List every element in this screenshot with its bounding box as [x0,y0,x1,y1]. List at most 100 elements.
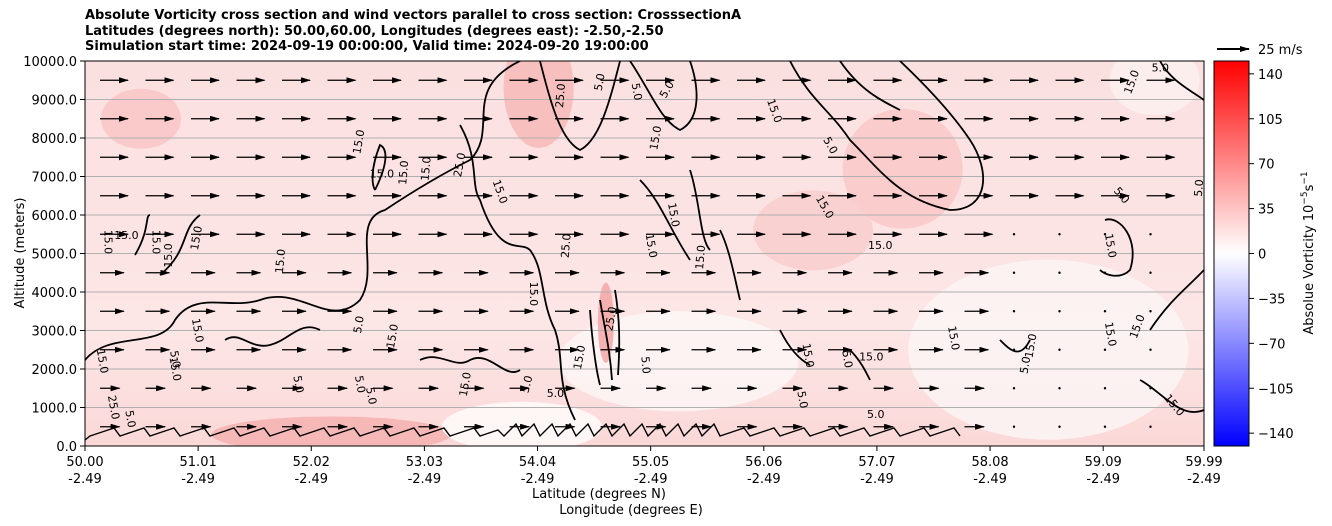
contour-label: 15.0 [167,356,184,382]
x-tick-label-lon: -2.49 [973,472,1007,487]
chart-title: Absolute Vorticity cross section and win… [85,8,741,55]
contour-line [1099,218,1134,277]
vorticity-patch [1109,61,1200,116]
wind-vector [1149,425,1152,428]
contour-label: 25.0 [559,233,574,259]
contour-label: 15.0 [693,245,708,271]
x-axis-label-longitude: Longitude (degrees E) [559,503,703,518]
x-tick-label-lat: 59.99 [1185,455,1222,470]
contour-line [371,143,387,191]
contour-label: 15.0 [868,239,893,252]
surface-contours [85,422,961,441]
wind-vector [1103,425,1107,428]
wind-vector [1103,310,1107,313]
wind-vector [1012,310,1016,313]
contour-label: 5.0 [363,386,379,405]
plot-area: 15.0 15.0 15.0 15.0 15.0 15.0 15.0 15.0 15.0 15.0… [85,61,1204,446]
y-axis-label: Altitude (meters) [13,198,28,309]
grid-lines [85,99,1204,408]
x-axis-ticks: 50.00 -2.49 51.01 -2.49 52.02 -2.49 53.03 -2.49… [66,446,1223,487]
contour-label: 15.0 [457,371,474,397]
colorbar-tick-label: −140 [1258,427,1294,442]
contour-label: 5.0 [352,375,368,394]
wind-vector [1012,387,1016,390]
contour-label: 15.0 [1102,321,1119,347]
contour-line [789,61,984,211]
vorticity-patch [842,108,963,229]
contour-label: 5.0 [638,356,652,375]
contour-label: 15.0 [1022,333,1039,359]
contour-label: 15.0 [571,344,588,370]
x-tick-label-lon: -2.49 [68,472,102,487]
contour-label: 15.0 [384,323,401,349]
y-tick-label: 10000.0 [23,55,77,70]
contour-label: 5.0 [1152,62,1170,75]
x-tick-label-lon: -2.49 [408,472,442,487]
contour-label: 15.0 [273,248,288,274]
y-tick-label: 6000.0 [32,209,78,224]
x-tick-label-lat: 57.07 [858,455,895,470]
x-tick-label-lat: 59.09 [1085,455,1122,470]
contour-line [839,61,901,111]
x-tick-label-lat: 51.01 [180,455,217,470]
contour-label: 15.0 [945,325,962,351]
wind-vector [1058,233,1061,236]
vorticity-patch [211,416,452,446]
contour-label: 25.0 [105,394,122,420]
contour-label: 15.0 [859,350,884,363]
contour-label: 15.0 [419,156,434,182]
colorbar-tick-label: 140 [1258,68,1283,83]
wind-vector [1103,387,1107,390]
contour-label: 5.0 [1017,355,1033,374]
wind-vector [1058,271,1061,274]
colorbar-tick-label: 105 [1258,113,1283,128]
vorticity-patch [503,61,574,148]
colorbar-tick-label: 35 [1258,203,1275,218]
wind-vector [1058,348,1061,351]
vorticity-patch [597,282,614,363]
x-tick-label-lat: 50.00 [66,455,103,470]
y-tick-label: 8000.0 [32,132,78,147]
contour-line [999,339,1031,353]
wind-vectors [100,77,1176,430]
contour-label: 25.0 [602,306,619,332]
contour-label: 5.0 [839,350,855,369]
quiver-key: 25 m/s [1217,43,1303,58]
contour-line [224,326,321,347]
x-tick-label-lon: -2.49 [860,472,894,487]
y-axis-ticks: 0.0 1000.0 2000.0 3000.0 4000.0 5000.0 6000.0 7… [23,55,85,455]
x-tick-label-lon: -2.49 [181,472,215,487]
y-tick-label: 2000.0 [32,363,78,378]
contour-line [1149,269,1204,331]
vorticity-patch [101,88,182,149]
contour-label: 5.0 [122,409,138,428]
contour-label: 5.0 [629,82,645,101]
contour-line [599,289,621,381]
contour-label: 15.0 [162,243,175,267]
wind-vector [1012,233,1016,236]
x-tick-label-lon: -2.49 [1086,472,1120,487]
title-line-1: Absolute Vorticity cross section and win… [85,8,742,23]
wind-vector [1012,425,1016,428]
vorticity-patch [908,259,1189,440]
title-line-3: Simulation start time: 2024-09-19 00:00:… [85,39,649,54]
contour-label: 15.0 [370,168,395,181]
x-tick-label-lat: 54.04 [519,455,556,470]
wind-vector [1149,233,1152,236]
wind-vector [1058,387,1061,390]
colorbar-tick-label: 0 [1258,248,1266,263]
wind-vector [1103,271,1107,274]
colorbar-tick-label: −70 [1258,337,1285,352]
x-tick-label-lon: -2.49 [747,472,781,487]
y-tick-label: 0.0 [56,440,77,455]
contour-line [539,61,621,152]
x-tick-label-lat: 52.02 [293,455,330,470]
contour-line [1139,379,1204,413]
contour-label: 5.0 [167,350,183,369]
contour-line [629,61,698,132]
contour-label: 25.0 [553,83,568,109]
x-tick-label-lon: -2.49 [634,472,668,487]
vorticity-patch [753,190,874,271]
y-tick-label: 4000.0 [32,286,78,301]
y-tick-label: 7000.0 [32,171,78,186]
